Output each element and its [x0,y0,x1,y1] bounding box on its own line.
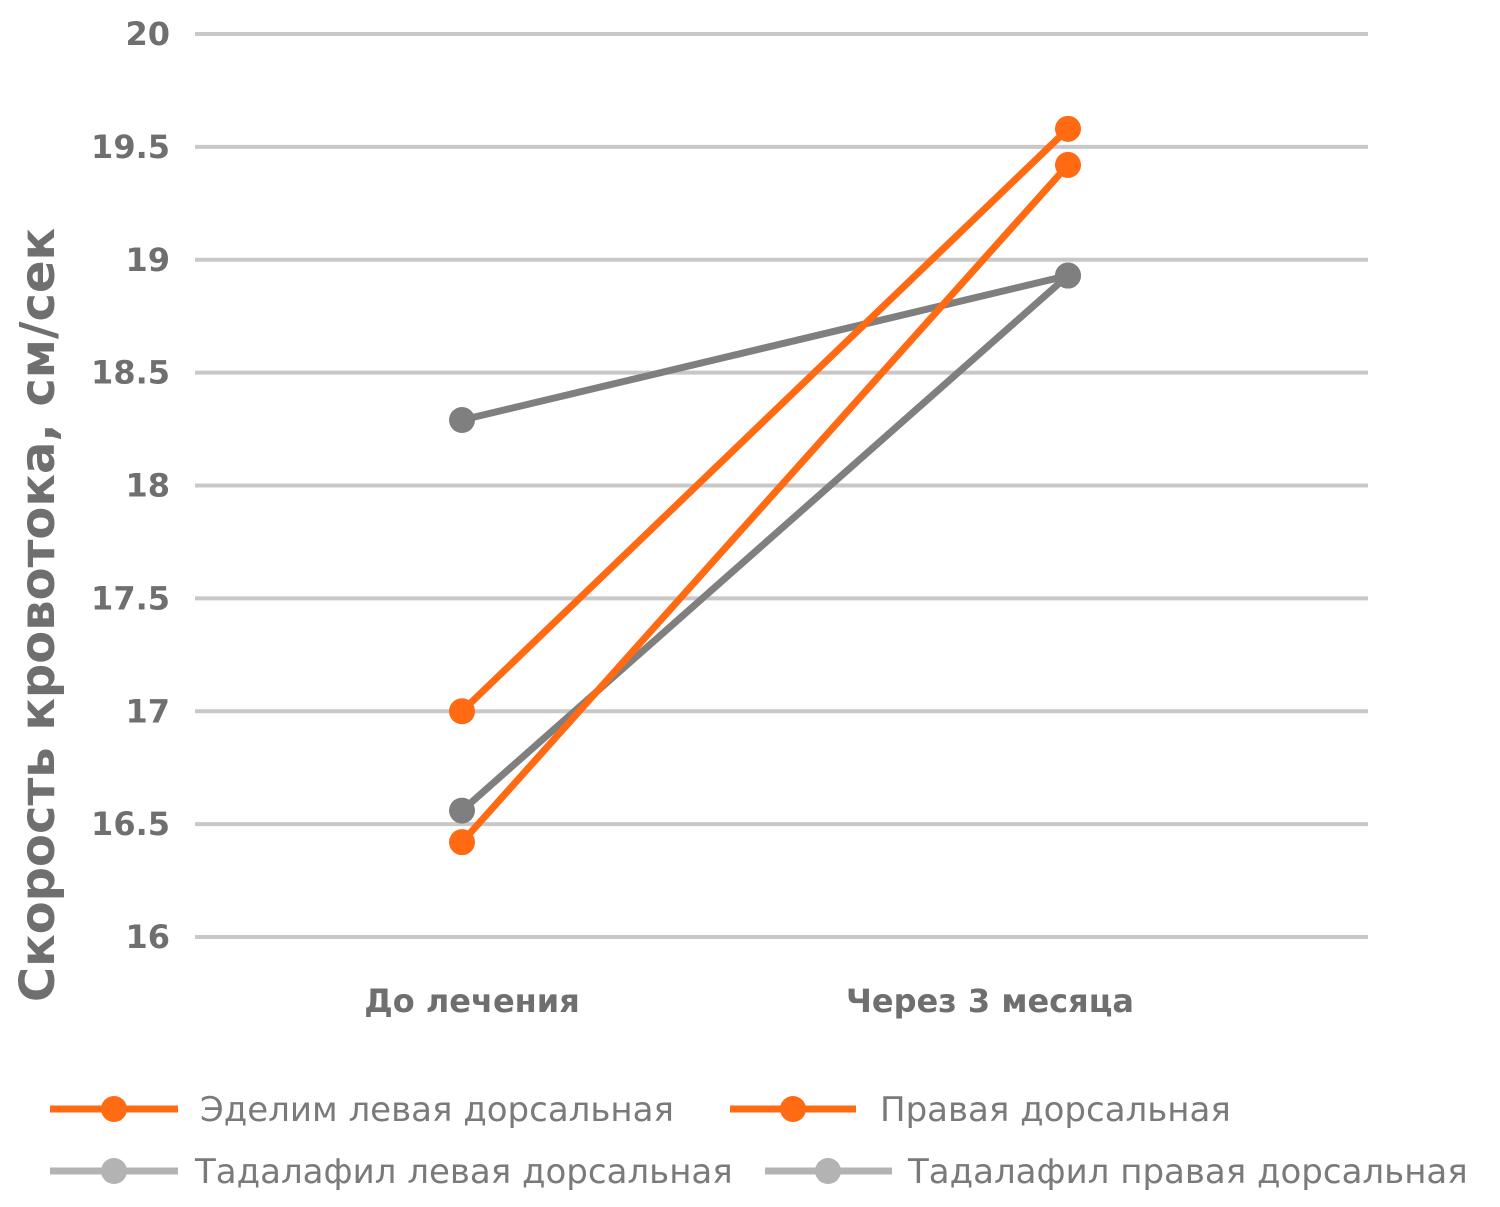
legend: Эделим левая дорсальная Правая дорсальная… [50,1090,1468,1192]
y-tick-label: 17 [125,692,170,730]
legend-label: Эделим левая дорсальная [200,1090,674,1130]
series-layer [449,115,1081,856]
series-line [458,272,1072,424]
legend-label: Тадалафил правая дорсальная [907,1152,1468,1192]
legend-label: Правая дорсальная [880,1090,1231,1130]
legend-label: Тадалафил левая дорсальная [194,1152,733,1192]
y-tick-label: 18.5 [91,354,170,392]
y-axis-ticks: 16 16.5 17 17.5 18 18.5 19 19.5 20 [91,15,170,956]
series-line [458,125,1072,715]
x-category-label: Через 3 месяца [846,982,1134,1020]
series-line [458,161,1072,846]
data-point [1055,115,1081,142]
y-tick-label: 20 [125,15,170,53]
series-line [458,272,1072,815]
legend-marker [101,1158,127,1184]
data-point [449,698,475,725]
y-tick-label: 17.5 [91,579,170,617]
y-tick-label: 16 [125,918,170,956]
x-category-label: До лечения [364,982,580,1020]
y-tick-label: 18 [125,467,170,505]
legend-marker [815,1158,841,1184]
y-axis-label: Скорость кровотока, см/сек [10,228,66,1002]
data-point [449,797,475,824]
y-tick-label: 19.5 [91,128,170,166]
legend-marker [780,1096,806,1122]
y-tick-label: 19 [125,241,170,279]
y-tick-label: 16.5 [91,805,170,843]
legend-marker [101,1096,127,1122]
x-axis-categories: До лечения Через 3 месяца [364,982,1134,1020]
data-point [1055,151,1081,178]
data-point [1055,262,1081,289]
data-point [449,407,475,434]
data-point [449,829,475,856]
